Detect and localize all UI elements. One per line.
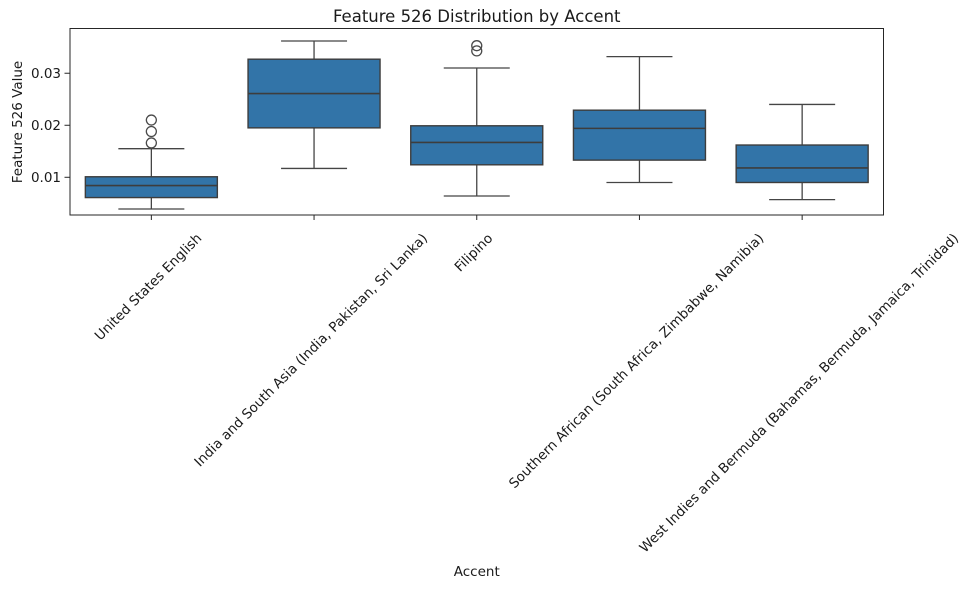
outlier-point	[145, 137, 158, 149]
y-axis-label: Feature 526 Value	[10, 61, 26, 183]
y-tick-label: 0.03	[31, 66, 61, 82]
x-tick-label: Filipino	[452, 231, 497, 276]
outlier-point	[145, 114, 158, 126]
outlier-point	[145, 125, 158, 138]
iqr-box	[410, 125, 544, 166]
x-tick-label: India and South Asia (India, Pakistan, S…	[191, 231, 431, 471]
iqr-box	[572, 109, 707, 161]
x-tick-label: United States English	[92, 231, 205, 344]
y-tick-label: 0.02	[31, 118, 61, 134]
outlier-point	[471, 45, 483, 57]
y-tick-label: 0.01	[31, 170, 61, 186]
iqr-box	[84, 176, 219, 199]
iqr-box	[735, 144, 869, 184]
outlier-point	[471, 40, 483, 52]
x-tick-label: West Indies and Bermuda (Bahamas, Bermud…	[637, 231, 963, 557]
x-axis-label: Accent	[454, 564, 500, 580]
chart-title: Feature 526 Distribution by Accent	[333, 7, 621, 26]
